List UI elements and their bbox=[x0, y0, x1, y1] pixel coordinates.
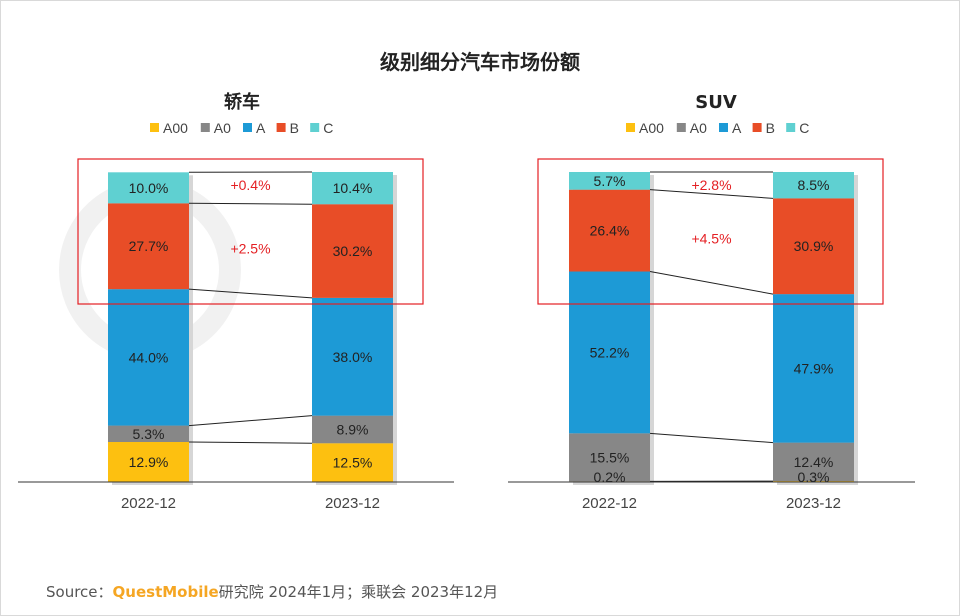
bar-segment-c bbox=[312, 172, 393, 205]
legend-label: C bbox=[799, 120, 809, 136]
legend-swatch bbox=[786, 123, 796, 132]
data-label: 38.0% bbox=[333, 349, 373, 365]
delta-annotation: +2.5% bbox=[230, 241, 270, 257]
page-title: 级别细分汽车市场份额 bbox=[380, 50, 580, 74]
connector-line bbox=[188, 415, 313, 427]
connector-line bbox=[649, 189, 774, 199]
bar-segment-c bbox=[773, 172, 854, 199]
connector-line bbox=[188, 441, 313, 444]
connector-line bbox=[649, 271, 774, 295]
legend-swatch bbox=[150, 123, 159, 132]
legend-swatch bbox=[200, 123, 210, 132]
data-label: 10.0% bbox=[129, 180, 169, 196]
x-tick-label: 2022-12 bbox=[121, 495, 176, 512]
bar-segment-a00 bbox=[312, 443, 393, 482]
source-suffix: 研究院 2024年1月；乘联会 2023年12月 bbox=[218, 583, 499, 601]
bar-segment-b bbox=[108, 203, 189, 290]
bar-segment-a0 bbox=[108, 425, 189, 443]
chart-1: 轿车 A00 A0 A B C 2022-12 2023-12 12.9% 5.3% 44.0% 27… bbox=[18, 91, 454, 512]
legend-swatch bbox=[243, 123, 252, 132]
legend-swatch bbox=[310, 123, 320, 132]
questmobile-brand: QuestMobile bbox=[112, 583, 219, 601]
legend-swatch bbox=[276, 123, 286, 132]
data-label: 8.5% bbox=[798, 177, 830, 193]
bar-segment-c bbox=[108, 172, 189, 204]
legend-label: A00 bbox=[639, 120, 664, 136]
legend-label: A bbox=[732, 120, 742, 136]
legend-swatch bbox=[676, 123, 686, 132]
x-tick-label: 2022-12 bbox=[582, 495, 637, 512]
bar-segment-a0 bbox=[312, 415, 393, 444]
bar-segment-a bbox=[312, 297, 393, 416]
data-label: 52.2% bbox=[590, 344, 630, 360]
legend-swatch bbox=[719, 123, 728, 132]
legend-swatch bbox=[626, 123, 635, 132]
legend-label: B bbox=[766, 120, 775, 136]
legend-label: A0 bbox=[214, 120, 231, 136]
bar-segment-a0 bbox=[569, 433, 650, 482]
legend-label: A0 bbox=[690, 120, 707, 136]
connector-line bbox=[649, 432, 774, 444]
bar-segment-c bbox=[569, 172, 650, 190]
bar-segment-b bbox=[569, 189, 650, 272]
bar-segment-a bbox=[773, 294, 854, 443]
x-tick-label: 2023-12 bbox=[325, 495, 380, 512]
data-label: 27.7% bbox=[129, 238, 169, 254]
highlight-box bbox=[537, 158, 884, 305]
source-note: Source：QuestMobile研究院 2024年1月；乘联会 2023年1… bbox=[46, 581, 498, 602]
bar-segment-a0 bbox=[773, 442, 854, 482]
bar-segment-a00 bbox=[108, 442, 189, 482]
data-label: 8.9% bbox=[337, 421, 369, 437]
delta-annotation: +0.4% bbox=[230, 177, 270, 193]
chart-title: 轿车 bbox=[224, 91, 260, 113]
data-label: 15.5% bbox=[590, 449, 630, 465]
legend-label: C bbox=[323, 120, 333, 136]
chart-title: SUV bbox=[695, 92, 737, 113]
bar-segment-a bbox=[569, 271, 650, 434]
bar-segment-a bbox=[108, 289, 189, 426]
legend-swatch bbox=[752, 123, 762, 132]
delta-annotation: +2.8% bbox=[691, 177, 731, 193]
source-prefix: Source： bbox=[46, 583, 113, 601]
legend-label: B bbox=[290, 120, 299, 136]
legend-label: A00 bbox=[163, 120, 188, 136]
highlight-box bbox=[77, 158, 424, 305]
data-label: 0.2% bbox=[594, 469, 626, 485]
connector-line bbox=[188, 202, 313, 205]
x-tick-label: 2023-12 bbox=[786, 495, 841, 512]
data-label: 26.4% bbox=[590, 223, 630, 239]
bar-segment-b bbox=[773, 198, 854, 295]
bar-segment-b bbox=[312, 204, 393, 298]
data-label: 5.7% bbox=[594, 173, 626, 189]
data-label: 10.4% bbox=[333, 180, 373, 196]
data-label: 30.2% bbox=[333, 243, 373, 259]
connector-line bbox=[188, 288, 313, 299]
data-label: 12.4% bbox=[794, 454, 834, 470]
data-label: 12.5% bbox=[333, 455, 373, 471]
chart-2: SUV A00 A0 A B C 2022-12 2023-12 0.2% 15.5% 52.2% 2… bbox=[508, 92, 915, 512]
legend-label: A bbox=[256, 120, 266, 136]
data-label: 5.3% bbox=[133, 426, 165, 442]
data-label: 47.9% bbox=[794, 360, 834, 376]
data-label: 44.0% bbox=[129, 349, 169, 365]
data-label: 0.3% bbox=[798, 469, 830, 485]
delta-annotation: +4.5% bbox=[691, 230, 731, 246]
data-label: 12.9% bbox=[129, 454, 169, 470]
data-label: 30.9% bbox=[794, 238, 834, 254]
